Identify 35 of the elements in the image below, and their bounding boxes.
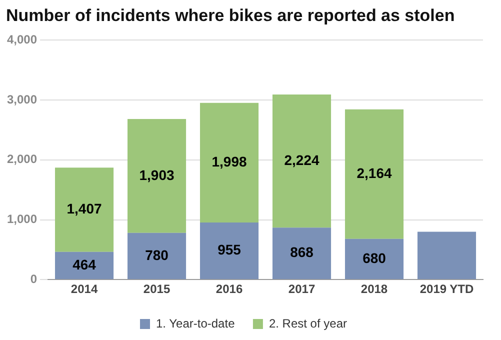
data-label: 780 [145,246,169,263]
chart-title: Number of incidents where bikes are reported as stolen [6,6,455,26]
data-label: 868 [290,244,314,260]
x-tick-label: 2017 [288,282,316,296]
x-tick-label: 2015 [143,282,170,296]
data-label: 2,164 [356,165,392,182]
bar [200,222,259,280]
y-tick-label: 2,000 [7,152,38,166]
data-label: 464 [72,256,96,272]
data-label: 955 [218,242,242,258]
data-label: 1,903 [139,166,174,183]
bar [344,109,404,239]
legend-label: 2. Rest of year [268,316,347,330]
x-tick-label: 2014 [70,282,98,296]
y-tick-label: 0 [30,272,38,286]
data-label: 1,998 [212,154,247,170]
bar [200,102,259,222]
data-label: 1,407 [66,200,102,217]
bar [128,232,186,280]
bar [344,238,404,280]
y-tick-label: 1,000 [7,212,38,226]
bar [272,94,332,228]
legend-label: 1. Year-to-date [156,316,236,330]
bar [272,228,332,280]
bar [417,232,476,280]
y-tick-label: 3,000 [7,92,38,106]
y-tick-label: 4,000 [7,32,38,47]
bar [55,168,114,252]
data-label: 680 [362,250,386,266]
x-tick-label: 2019 YTD [420,282,474,296]
bar [128,119,186,233]
bar [55,252,114,280]
x-tick-label: 2018 [360,282,388,296]
x-tick-label: 2016 [216,282,243,296]
data-label: 2,224 [284,152,320,168]
